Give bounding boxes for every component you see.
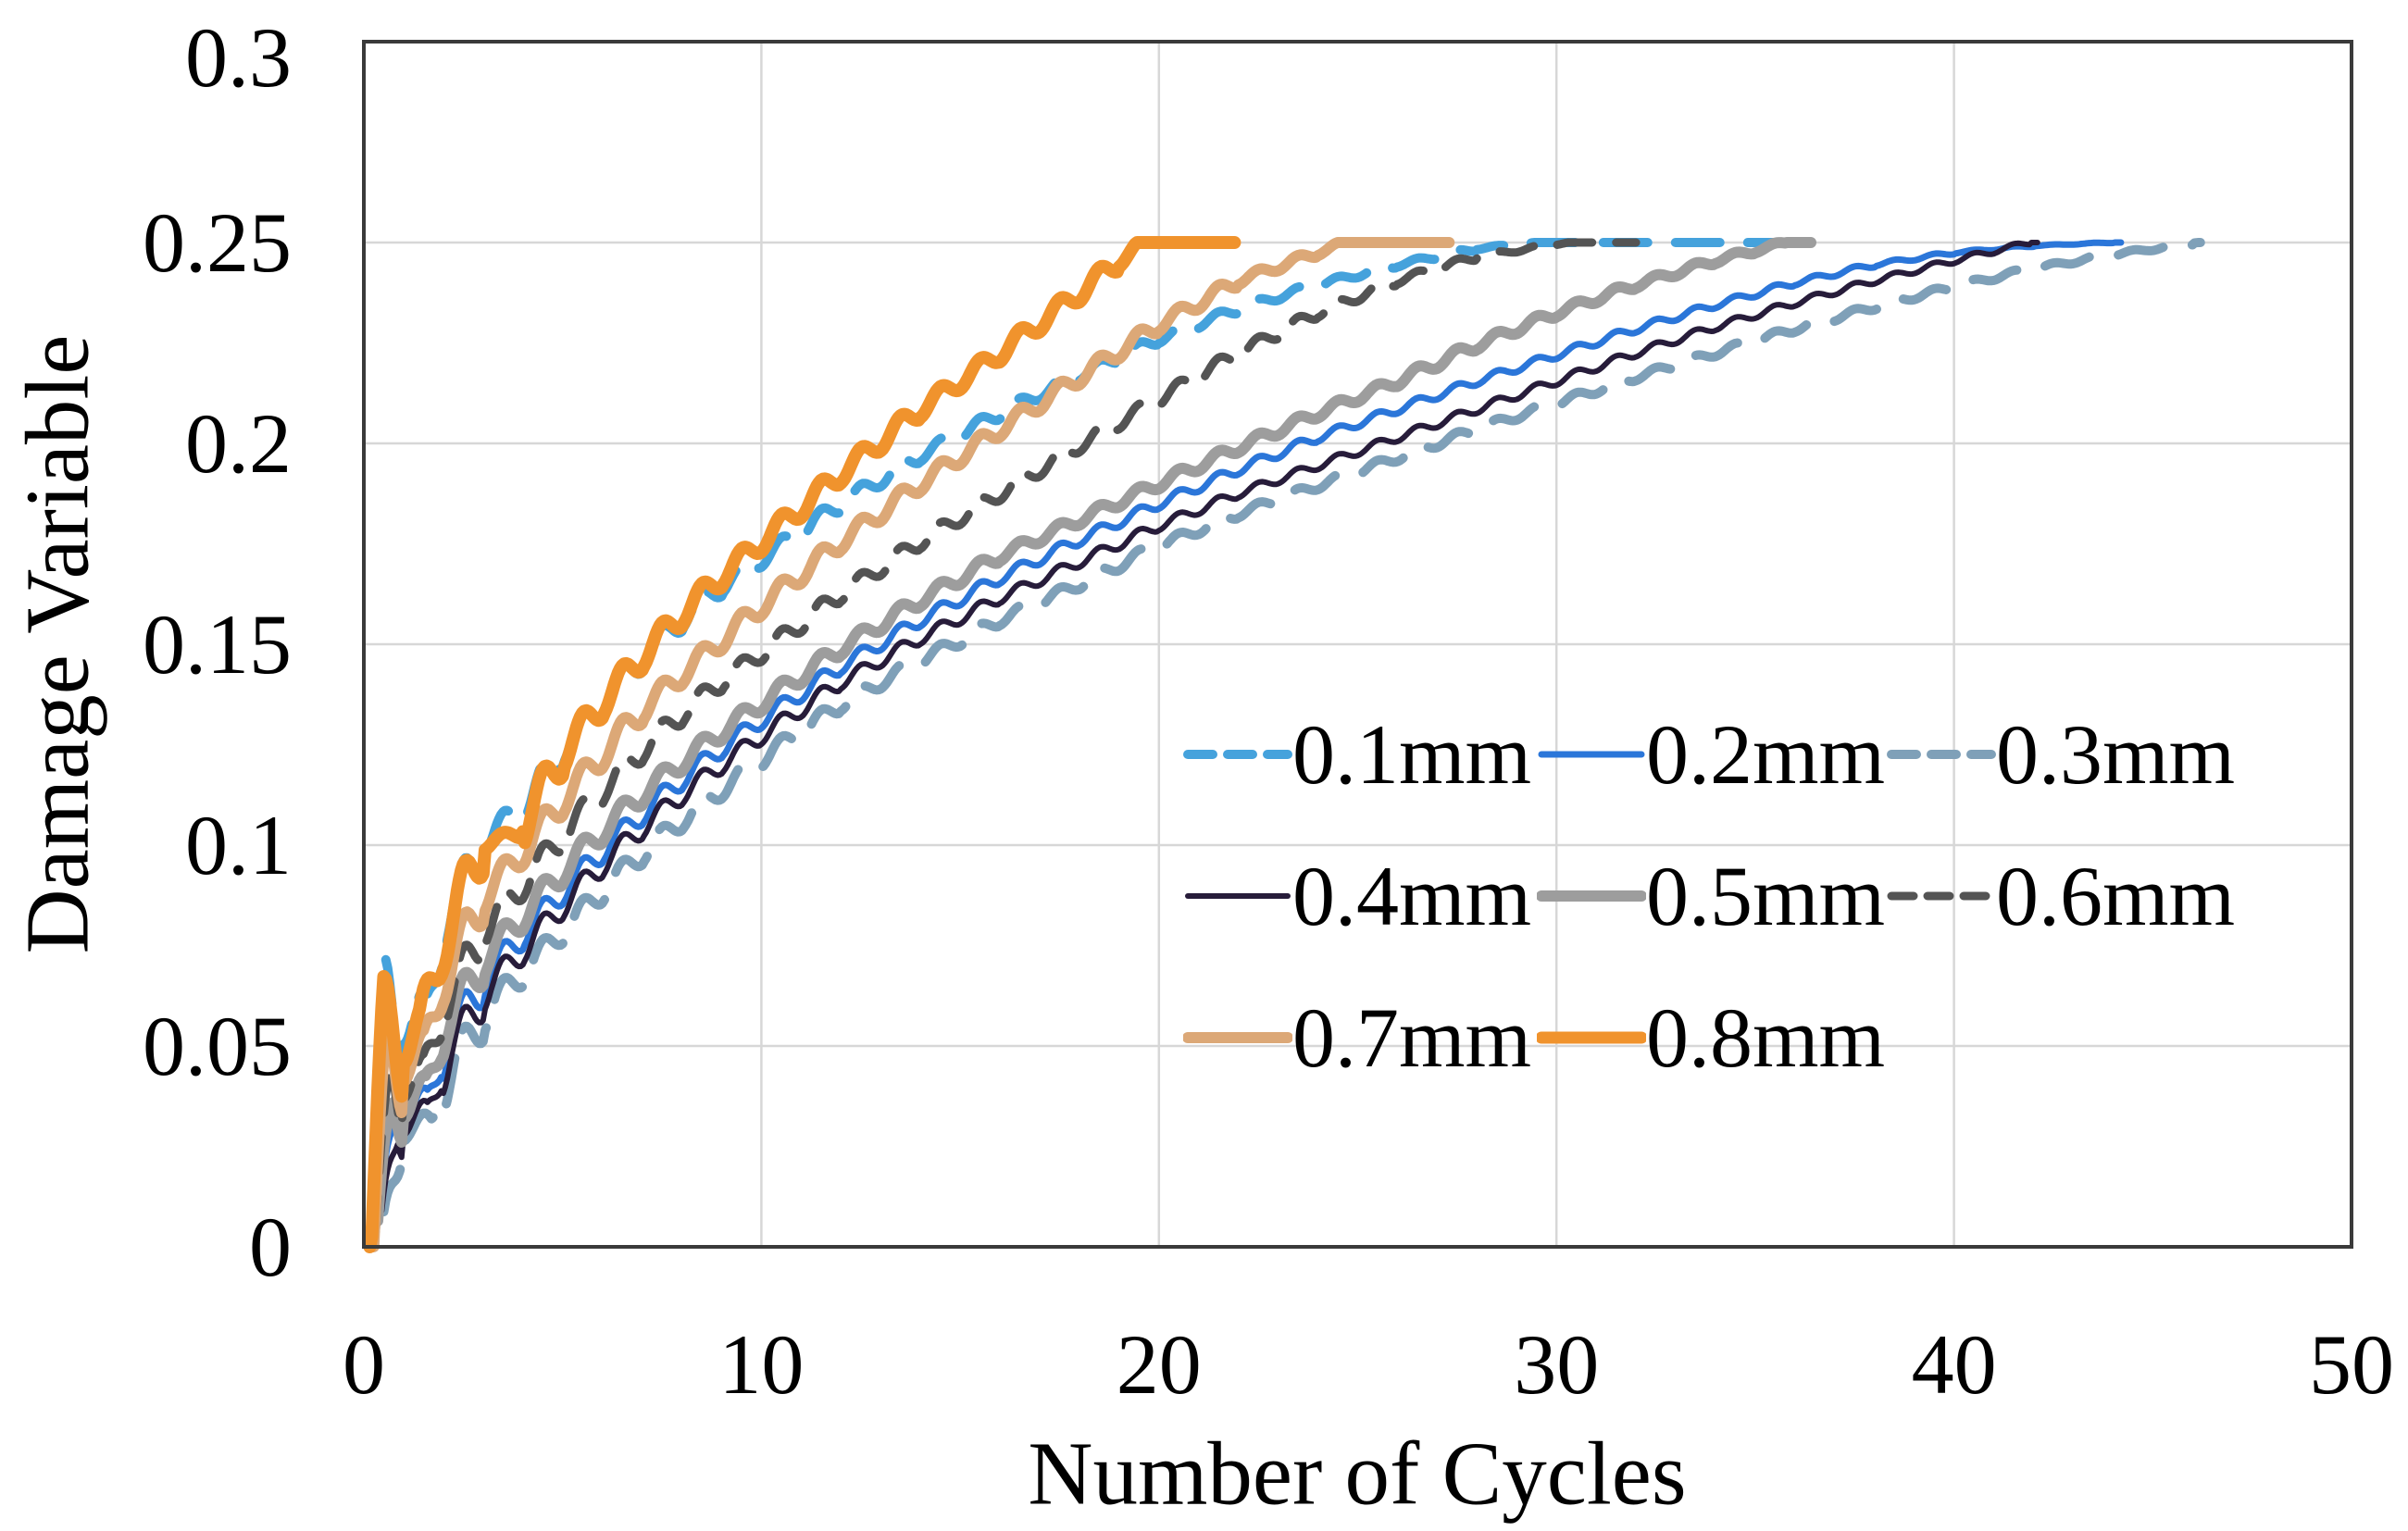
plot-border	[362, 40, 2353, 1249]
series-line-0.5mm	[372, 237, 1816, 1226]
series-line-0.8mm	[363, 236, 1241, 1253]
y-tick-label-0.1: 0.1	[185, 798, 292, 892]
x-tick-label-30: 30	[1514, 1317, 1600, 1412]
y-tick-label-0.05: 0.05	[143, 999, 292, 1093]
y-tick-label-0.3: 0.3	[185, 10, 292, 105]
x-tick-label-40: 40	[1911, 1317, 1997, 1412]
y-axis-title: Damage Variable	[7, 334, 107, 954]
x-axis-title: Number of Cycles	[1028, 1424, 1687, 1524]
series-line-0.2mm	[376, 239, 2125, 1217]
series-line-0.7mm	[368, 237, 1455, 1252]
x-tick-label-20: 20	[1116, 1317, 1202, 1412]
y-tick-label-0.2: 0.2	[185, 396, 292, 491]
x-tick-label-10: 10	[718, 1317, 805, 1412]
series-line-0.6mm	[371, 238, 1641, 1236]
gridlines	[364, 42, 2352, 1247]
y-tick-label-0.15: 0.15	[143, 597, 292, 691]
x-tick-label-0: 0	[343, 1317, 385, 1412]
series-line-0.4mm	[379, 240, 2040, 1214]
series-lines	[363, 236, 2205, 1253]
y-tick-label-0.25: 0.25	[143, 195, 292, 290]
y-tick-label-0: 0	[249, 1200, 292, 1294]
x-tick-label-50: 50	[2309, 1317, 2394, 1412]
series-line-0.3mm	[379, 238, 2205, 1217]
